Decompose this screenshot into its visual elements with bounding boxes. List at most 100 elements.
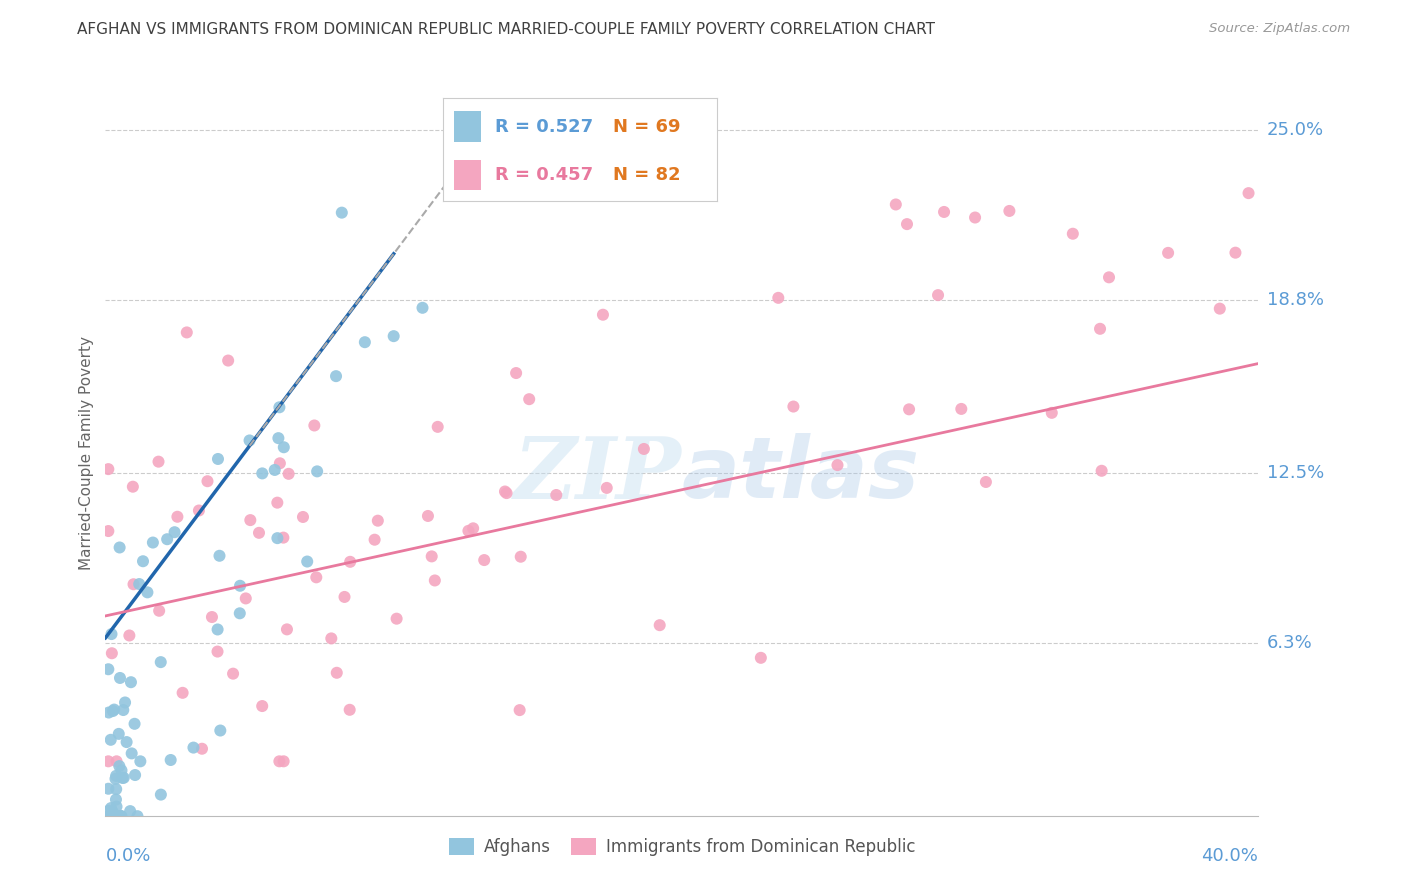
Point [207,452,229,467]
Point [307,464,329,478]
Point [103,809,125,823]
Point [250,699,273,714]
Point [118,628,141,642]
Point [208,549,231,563]
Point [97,462,120,476]
Point [273,440,295,454]
Point [596,481,619,495]
Point [269,456,291,470]
Text: 12.5%: 12.5% [1267,464,1324,483]
Point [121,747,143,761]
Point [932,205,955,219]
Point [768,291,790,305]
Point [1062,227,1084,241]
Point [97,804,120,818]
Point [367,514,389,528]
Point [998,203,1021,218]
Point [927,288,949,302]
Point [509,703,531,717]
Text: N = 69: N = 69 [613,118,681,136]
Point [266,496,288,510]
Point [276,623,298,637]
Text: N = 82: N = 82 [613,166,681,184]
Point [105,754,128,768]
Point [97,809,120,823]
Point [633,442,655,456]
Point [110,809,132,823]
Point [247,525,270,540]
Bar [454,112,481,142]
Point [217,353,239,368]
Point [105,782,128,797]
Point [121,480,143,494]
Point [197,474,219,488]
Point [100,627,122,641]
Point [965,211,987,225]
Point [191,741,214,756]
Point [207,644,229,658]
Point [156,532,179,546]
Point [149,655,172,669]
Point [201,610,224,624]
Point [166,509,188,524]
Point [330,205,353,219]
Point [229,579,252,593]
Point [440,178,463,193]
Point [263,463,285,477]
Point [827,458,849,472]
Point [176,326,198,340]
Point [884,197,907,211]
Point [509,549,531,564]
Point [546,488,568,502]
Point [120,675,142,690]
Point [235,591,257,606]
Point [648,618,671,632]
Point [974,475,997,489]
Point [782,400,804,414]
Point [105,799,128,814]
Point [304,418,326,433]
Point [97,754,120,768]
Point [1209,301,1232,316]
Point [108,809,131,823]
Point [426,420,449,434]
Point [239,434,262,448]
Point [120,804,142,818]
Point [112,771,135,785]
Point [950,401,973,416]
Point [385,612,408,626]
Point [97,662,120,676]
Point [101,646,124,660]
Point [1237,186,1260,201]
Point [114,696,136,710]
Point [108,759,131,773]
Point [517,392,540,407]
Point [108,671,131,685]
Point [104,772,127,786]
Point [110,764,132,778]
Point [127,809,149,823]
Point [129,754,152,768]
Point [209,723,232,738]
Point [136,585,159,599]
Point [124,768,146,782]
Point [354,335,377,350]
Point [112,703,135,717]
Text: ZIP: ZIP [515,433,682,516]
Point [97,781,120,796]
Point [108,541,131,555]
Point [896,217,918,231]
Point [105,769,128,783]
Point [1157,245,1180,260]
Text: 40.0%: 40.0% [1202,847,1258,864]
Point [207,623,229,637]
Point [494,484,516,499]
Point [183,740,205,755]
Point [266,531,288,545]
Point [1040,406,1063,420]
Point [142,535,165,549]
Text: Source: ZipAtlas.com: Source: ZipAtlas.com [1209,22,1350,36]
Point [124,716,146,731]
Text: 18.8%: 18.8% [1267,292,1323,310]
Point [101,704,124,718]
